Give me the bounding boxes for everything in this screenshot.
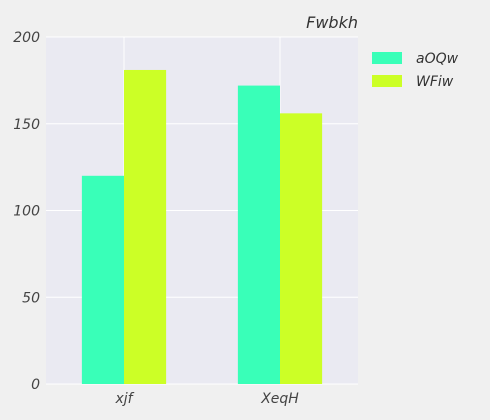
y-tick-label: 50: [22, 290, 40, 306]
y-tick-label: 200: [13, 30, 40, 46]
y-tick-label: 100: [13, 204, 40, 220]
y-tick-label: 0: [31, 377, 40, 393]
bar-WFiw-XeqH: [280, 113, 323, 384]
x-axis: xjf XeqH: [114, 391, 299, 407]
bars: [81, 69, 323, 384]
legend-label: WFiw: [416, 74, 454, 90]
y-axis: 0 50 100 150 200: [13, 30, 40, 393]
legend-label: aOQw: [416, 51, 459, 67]
y-tick-label: 150: [13, 117, 40, 133]
legend: aOQw WFiw: [372, 51, 459, 90]
legend-swatch: [372, 75, 402, 87]
x-tick-label: XeqH: [260, 391, 299, 407]
bar-aOQw-XeqH: [237, 85, 280, 384]
bar-aOQw-xjf: [81, 175, 124, 384]
x-tick-label: xjf: [114, 391, 134, 407]
legend-swatch: [372, 52, 402, 64]
bar-WFiw-xjf: [124, 69, 167, 384]
chart-title: Fwbkh: [306, 13, 358, 32]
